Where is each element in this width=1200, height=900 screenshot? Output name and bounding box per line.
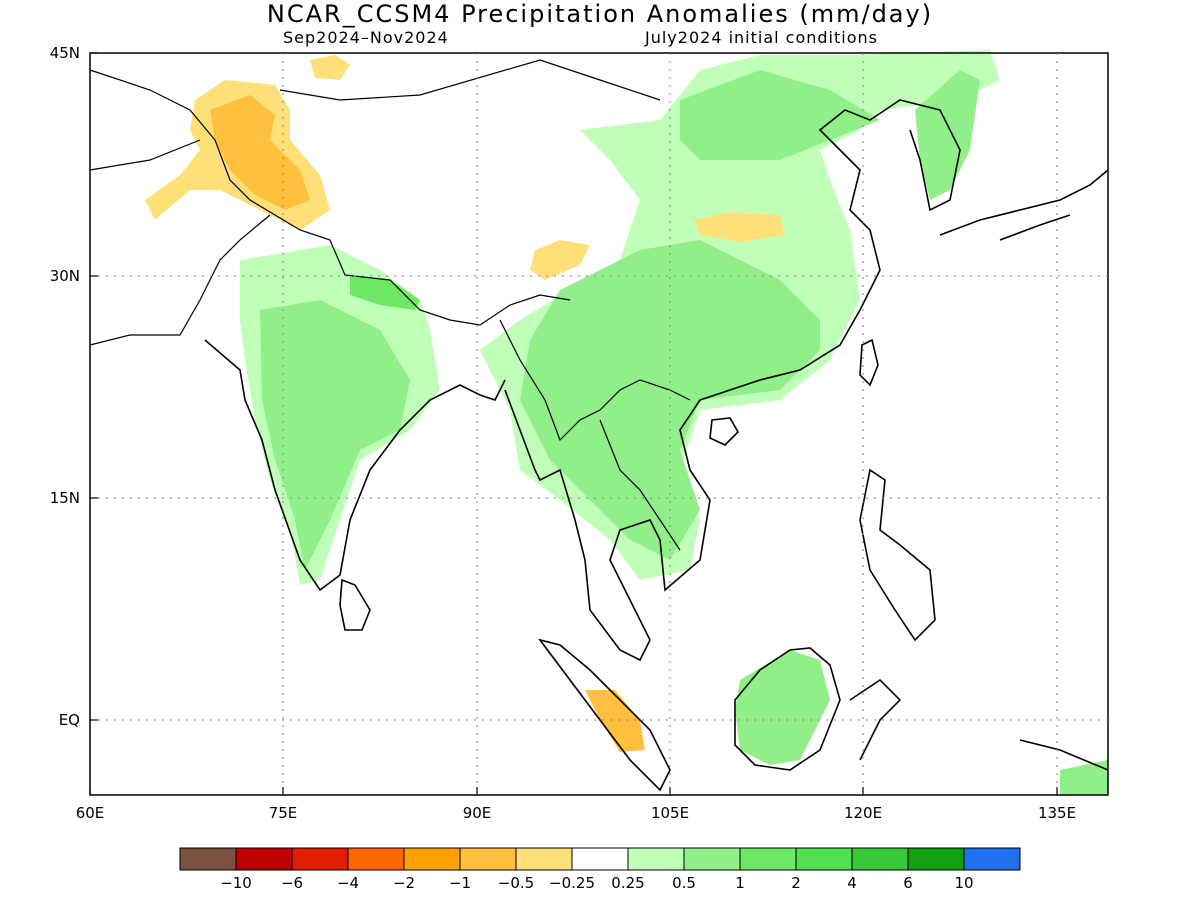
lon-tick-label: 75E	[269, 804, 298, 822]
colorbar-label: 10	[954, 874, 973, 892]
colorbar-swatch	[571, 847, 629, 871]
taiwan-coastline	[859, 338, 879, 387]
colorbar-swatch	[515, 847, 573, 871]
japan-coastline	[939, 169, 1109, 241]
lat-tick-label: EQ	[59, 711, 80, 729]
wet-anomaly-china-core	[520, 70, 880, 560]
colorbar-label: −4	[337, 874, 359, 892]
india-coastline	[204, 339, 506, 592]
colorbar-swatch	[291, 847, 349, 871]
newguinea-coastline	[1019, 739, 1109, 771]
wet-anomaly-nepal	[350, 275, 420, 310]
dry-anomaly-karakoram-core	[210, 95, 310, 210]
coastlines	[89, 59, 1109, 792]
lat-tick-label: 15N	[50, 489, 80, 507]
colorbar-swatch	[403, 847, 461, 871]
colorbar-legend: −10 −6 −4 −2 −1 −0.5 −0.25 0.25 0.5 1 2 4 6 10	[179, 847, 1021, 892]
wet-anomaly-india-core	[260, 300, 410, 570]
colorbar-swatch	[347, 847, 405, 871]
colorbar-label: 0.25	[611, 874, 644, 892]
colorbar-label: 1	[735, 874, 745, 892]
colorbar-label: −0.5	[498, 874, 534, 892]
lon-tick-label: 60E	[76, 804, 105, 822]
colorbar-swatch	[627, 847, 685, 871]
colorbar-label: −10	[220, 874, 252, 892]
anomaly-fields	[145, 50, 1108, 795]
dry-anomaly-china	[695, 212, 785, 242]
colorbar-label: −2	[393, 874, 415, 892]
latitude-axis: 45N 30N 15N EQ	[50, 44, 98, 729]
dry-anomaly-sumatra	[585, 690, 645, 752]
colorbar-swatch	[963, 847, 1021, 871]
lat-tick-label: 45N	[50, 44, 80, 62]
wet-anomaly-borneo	[735, 650, 830, 765]
borneo-coastline	[734, 647, 841, 771]
graticule	[90, 53, 1108, 795]
colorbar-swatch	[739, 847, 797, 871]
lat-tick-label: 30N	[50, 267, 80, 285]
initial-conditions: July2024 initial conditions	[645, 28, 878, 47]
indochina-coastline	[504, 99, 961, 662]
sulawesi-coastline	[849, 678, 902, 761]
colorbar-swatch	[851, 847, 909, 871]
lon-tick-label: 90E	[463, 804, 492, 822]
lon-tick-label: 135E	[1038, 804, 1076, 822]
sumatra-coastline	[538, 638, 671, 792]
colorbar-label: −0.25	[549, 874, 595, 892]
forecast-period: Sep2024–Nov2024	[283, 28, 449, 47]
country-borders	[89, 59, 691, 551]
map-title: NCAR_CCSM4 Precipitation Anomalies (mm/d…	[266, 0, 934, 28]
colorbar-swatch	[907, 847, 965, 871]
philippines-coastline	[859, 468, 936, 642]
wet-anomaly-newguinea	[1060, 760, 1108, 795]
colorbar-label: 6	[903, 874, 913, 892]
longitude-axis: 60E 75E 90E 105E 120E 135E	[76, 787, 1076, 822]
map-frame	[89, 52, 1109, 796]
colorbar-label: −6	[281, 874, 303, 892]
colorbar-swatch	[795, 847, 853, 871]
lon-tick-label: 120E	[844, 804, 882, 822]
lon-tick-label: 105E	[651, 804, 689, 822]
colorbar-swatch	[683, 847, 741, 871]
wet-anomaly-korea	[915, 70, 980, 200]
colorbar-label: 4	[847, 874, 857, 892]
colorbar-label: 2	[791, 874, 801, 892]
hainan-coastline	[709, 417, 739, 446]
dry-anomaly-tibet	[530, 240, 590, 280]
colorbar-swatch	[179, 847, 237, 871]
colorbar-label: 0.5	[672, 874, 696, 892]
colorbar-swatch	[235, 847, 293, 871]
dry-anomaly-tajik	[310, 55, 350, 80]
srilanka-coastline	[339, 578, 371, 631]
colorbar-swatch	[459, 847, 517, 871]
colorbar-label: −1	[449, 874, 471, 892]
